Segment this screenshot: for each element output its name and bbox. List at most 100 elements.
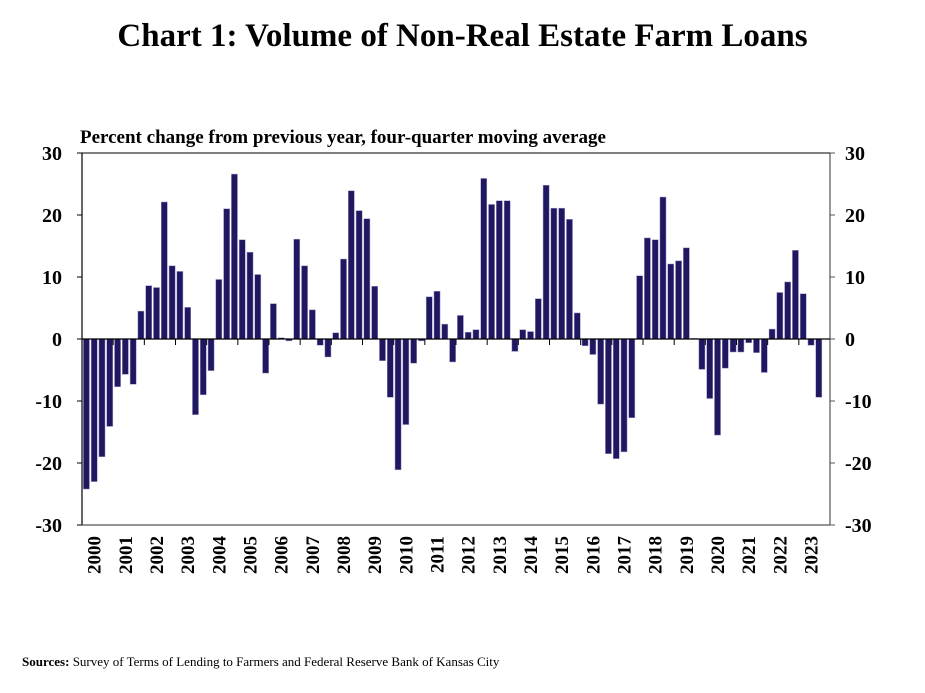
- x-tick-label: 2012: [459, 536, 480, 574]
- y-tick-label: 10: [42, 267, 62, 289]
- x-tick-label: 2013: [490, 536, 511, 574]
- y-tick-label: -20: [35, 453, 62, 475]
- y-tick-label: -30: [845, 515, 872, 537]
- bar: [106, 338, 114, 427]
- bar: [270, 303, 277, 340]
- bar: [550, 207, 558, 340]
- bar: [573, 312, 581, 340]
- bar: [542, 184, 550, 340]
- bar: [519, 329, 527, 340]
- y-tick-label: -10: [845, 391, 872, 413]
- bar: [667, 263, 675, 340]
- bar: [145, 285, 153, 340]
- bar: [807, 338, 815, 346]
- x-tick-label: 2004: [209, 536, 230, 575]
- bar: [737, 338, 745, 353]
- bar: [114, 338, 121, 387]
- bar: [464, 331, 472, 340]
- x-tick-label: 2022: [770, 536, 791, 574]
- bar: [433, 291, 441, 340]
- bar: [83, 338, 90, 490]
- y-tick-label: -20: [845, 453, 872, 475]
- x-tick-label: 2020: [708, 536, 729, 574]
- bar: [628, 338, 636, 418]
- x-tick-label: 2021: [739, 536, 760, 574]
- bar: [753, 338, 760, 353]
- bar: [402, 338, 410, 425]
- x-tick-label: 2003: [178, 536, 199, 574]
- bar: [184, 307, 191, 340]
- bar: [784, 281, 791, 340]
- bar: [238, 239, 246, 340]
- bar: [332, 332, 340, 340]
- bar: [122, 338, 129, 375]
- bar: [503, 200, 511, 340]
- x-tick-label: 2008: [334, 536, 355, 574]
- x-tick-label: 2005: [240, 536, 261, 574]
- bar: [90, 338, 98, 482]
- bar: [581, 338, 589, 347]
- bar: [683, 247, 690, 340]
- bar: [472, 329, 480, 340]
- bar: [98, 338, 106, 458]
- x-tick-label: 2011: [427, 536, 448, 573]
- bar: [441, 323, 449, 340]
- x-tick-label: 2014: [521, 536, 542, 575]
- x-tick-label: 2015: [552, 536, 573, 574]
- bar: [675, 260, 682, 340]
- bar: [480, 178, 488, 340]
- bar: [760, 338, 768, 373]
- bar: [137, 310, 145, 340]
- bar: [535, 298, 542, 340]
- bar: [231, 173, 238, 340]
- bar: [714, 338, 721, 436]
- y-tick-label: 30: [42, 143, 62, 165]
- y-tick-label: -30: [35, 515, 62, 537]
- x-tick-label: 2002: [147, 536, 168, 574]
- bar: [386, 338, 394, 398]
- y-tick-label: 0: [52, 329, 62, 351]
- bar: [527, 331, 534, 340]
- bar: [223, 208, 230, 340]
- bar: [706, 338, 714, 399]
- bar: [207, 338, 215, 371]
- bar: [659, 196, 667, 340]
- bar: [815, 338, 823, 398]
- bar: [394, 338, 402, 471]
- y-tick-label: 20: [845, 205, 865, 227]
- bar: [316, 338, 324, 346]
- bar: [199, 338, 207, 396]
- bar: [371, 286, 378, 340]
- y-tick-label: 0: [845, 329, 855, 351]
- y-tick-label: -10: [35, 391, 62, 413]
- bar: [168, 265, 176, 340]
- bar: [449, 338, 456, 363]
- x-tick-label: 2001: [116, 536, 137, 574]
- bar: [644, 237, 651, 340]
- x-tick-label: 2018: [646, 536, 667, 574]
- bars-group: [83, 173, 823, 490]
- bar: [309, 309, 316, 340]
- bar: [262, 338, 269, 374]
- bar: [254, 274, 262, 340]
- bar: [558, 207, 565, 340]
- bar: [348, 190, 355, 340]
- y-axis-left-labels: 30 20 10 0 -10 -20 -30: [35, 143, 62, 537]
- x-tick-label: 2017: [614, 536, 635, 575]
- bar: [379, 338, 386, 361]
- bar: [729, 338, 737, 353]
- bar: [301, 265, 308, 340]
- sources-text: Survey of Terms of Lending to Farmers an…: [72, 654, 500, 669]
- bar: [620, 338, 628, 453]
- bar: [324, 338, 332, 358]
- bar: [511, 338, 519, 352]
- y-tick-label: 10: [845, 267, 865, 289]
- bar: [153, 287, 160, 340]
- x-axis-labels: 2000 2001 2002 2003 2004 2005 2006 2007 2008 2009…: [85, 536, 823, 575]
- y-tick-label: 30: [845, 143, 865, 165]
- bar: [161, 201, 168, 340]
- x-tick-label: 2019: [677, 536, 698, 574]
- bar: [799, 293, 807, 340]
- bar: [776, 292, 784, 340]
